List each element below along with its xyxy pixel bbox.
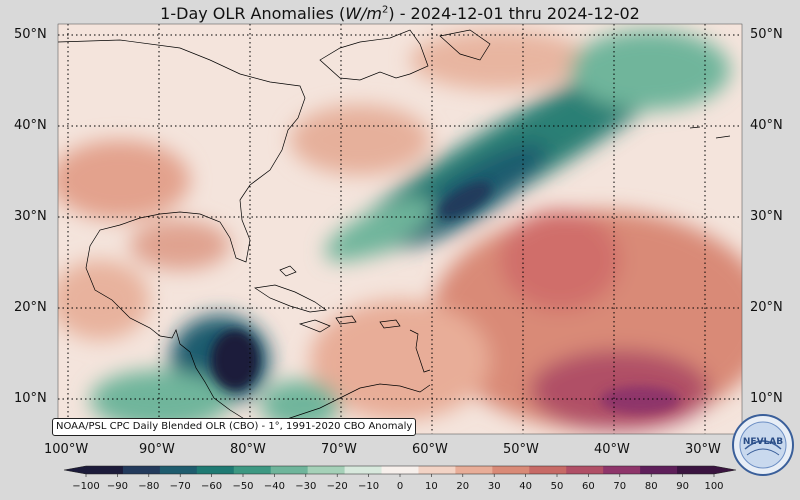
lat-label: 10°N [750, 391, 783, 406]
title-prefix: 1-Day OLR Anomalies ( [160, 4, 346, 24]
graticule [58, 24, 742, 434]
lon-label: 100°W [44, 442, 89, 457]
lon-label: 30°W [685, 442, 721, 457]
lat-label: 50°N [750, 27, 783, 42]
lon-label: 70°W [321, 442, 357, 457]
title-suffix: ) - 2024-12-01 thru 2024-12-02 [388, 4, 640, 24]
lat-label: 40°N [14, 118, 47, 133]
data-source-caption: NOAA/PSL CPC Daily Blended OLR (CBO) - 1… [52, 418, 417, 436]
lat-label: 40°N [750, 118, 783, 133]
lat-label: 50°N [14, 27, 47, 42]
coastlines [58, 29, 731, 429]
title-unit-exponent: 2 [381, 5, 389, 16]
lat-label: 20°N [14, 300, 47, 315]
lon-label: 40°W [594, 442, 630, 457]
lat-label: 30°N [14, 209, 47, 224]
title-unit: W/m [345, 4, 382, 24]
lat-label: 20°N [750, 300, 783, 315]
lat-label: 30°N [750, 209, 783, 224]
lon-label: 60°W [412, 442, 448, 457]
noaa-logo: NEVLAB [732, 414, 794, 476]
lon-label: 50°W [503, 442, 539, 457]
chart-title: 1-Day OLR Anomalies (W/m2) - 2024-12-01 … [0, 0, 800, 24]
lon-label: 80°W [230, 442, 266, 457]
logo-text: NEVLAB [743, 437, 783, 447]
lon-label: 90°W [139, 442, 175, 457]
anomaly-field [58, 24, 742, 434]
lat-label: 10°N [14, 391, 47, 406]
